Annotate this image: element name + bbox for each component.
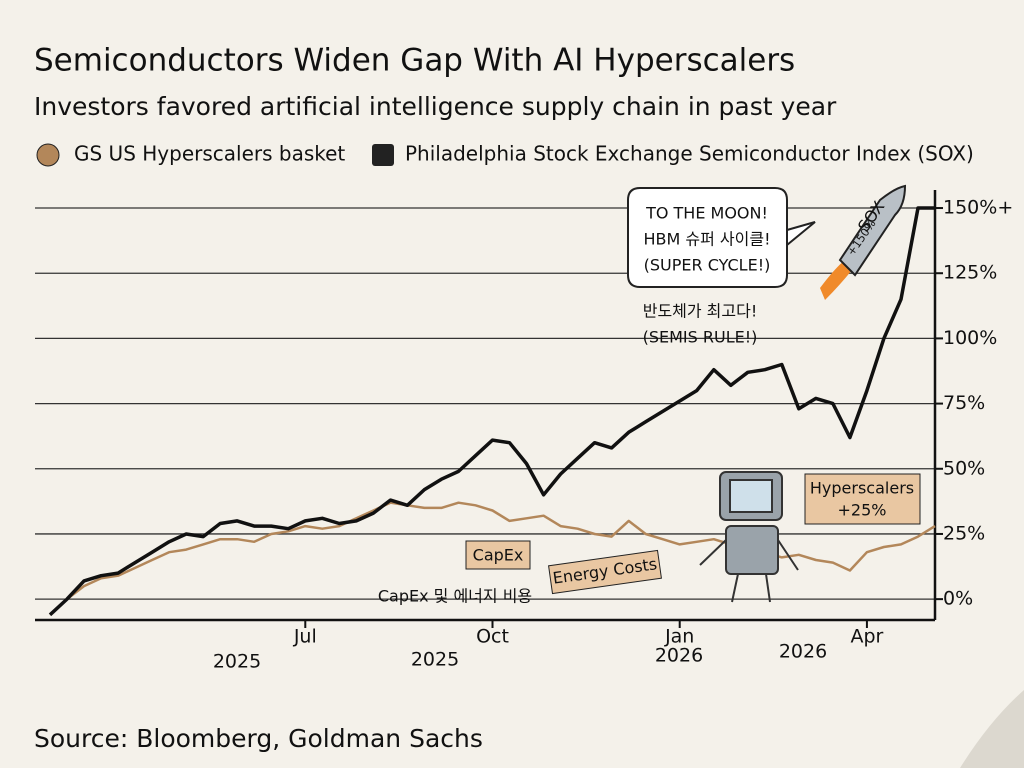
x-tick-label: Jul: [293, 626, 317, 648]
y-tick-label: 150%+: [943, 197, 1013, 219]
y-tick-label: 0%: [943, 588, 973, 610]
rocket-body: [838, 184, 907, 277]
bubble-text: HBM 슈퍼 사이클!: [644, 230, 771, 249]
tag: [804, 473, 921, 525]
y-tick-label: 100%: [943, 327, 997, 349]
flame: [820, 260, 852, 300]
speech-bubble: [627, 187, 816, 288]
legend-label: GS US Hyperscalers basket: [74, 142, 345, 166]
legend-icon: [372, 144, 394, 166]
semis-text: 반도체가 최고다!: [643, 302, 758, 321]
robot: [699, 471, 799, 603]
tag-text: CapEx: [473, 546, 524, 565]
tag-text: Hyperscalers: [810, 479, 914, 498]
x-tick-label: Oct: [476, 626, 509, 648]
source: Source: Bloomberg, Goldman Sachs: [34, 724, 483, 753]
legend-label: Philadelphia Stock Exchange Semiconducto…: [405, 142, 974, 166]
series-line: [49, 501, 936, 616]
annotation: CapEx 및 에너지 비용: [378, 587, 532, 606]
y-tick-label: 25%: [943, 522, 985, 544]
series-line: [48, 206, 935, 617]
x-sublabel: 2025: [213, 651, 261, 673]
tag-text: +25%: [838, 501, 887, 520]
x-sublabel: 2025: [411, 649, 459, 671]
legend-icon: [36, 143, 60, 167]
semis-text: (SEMIS RULE!): [643, 328, 758, 347]
bubble-text: (SUPER CYCLE!): [644, 256, 771, 275]
tag: [465, 540, 531, 570]
y-tick-label: 50%: [943, 457, 985, 479]
page-curl: [960, 690, 1024, 768]
tag: [548, 549, 662, 595]
bubble-text: TO THE MOON!: [645, 204, 768, 223]
y-tick-label: 125%: [943, 262, 997, 284]
chart-title: Semiconductors Widen Gap With AI Hypersc…: [34, 43, 795, 79]
x-sublabel: 2026: [779, 641, 827, 663]
y-tick-label: 75%: [943, 392, 985, 414]
x-sublabel: 2026: [655, 645, 703, 667]
legend: GS US Hyperscalers basket Philadelphia S…: [36, 142, 974, 167]
x-tick-label: Jan: [664, 626, 694, 648]
chart-subtitle: Investors favored artificial intelligenc…: [34, 92, 837, 121]
x-tick-label: Apr: [850, 626, 883, 648]
